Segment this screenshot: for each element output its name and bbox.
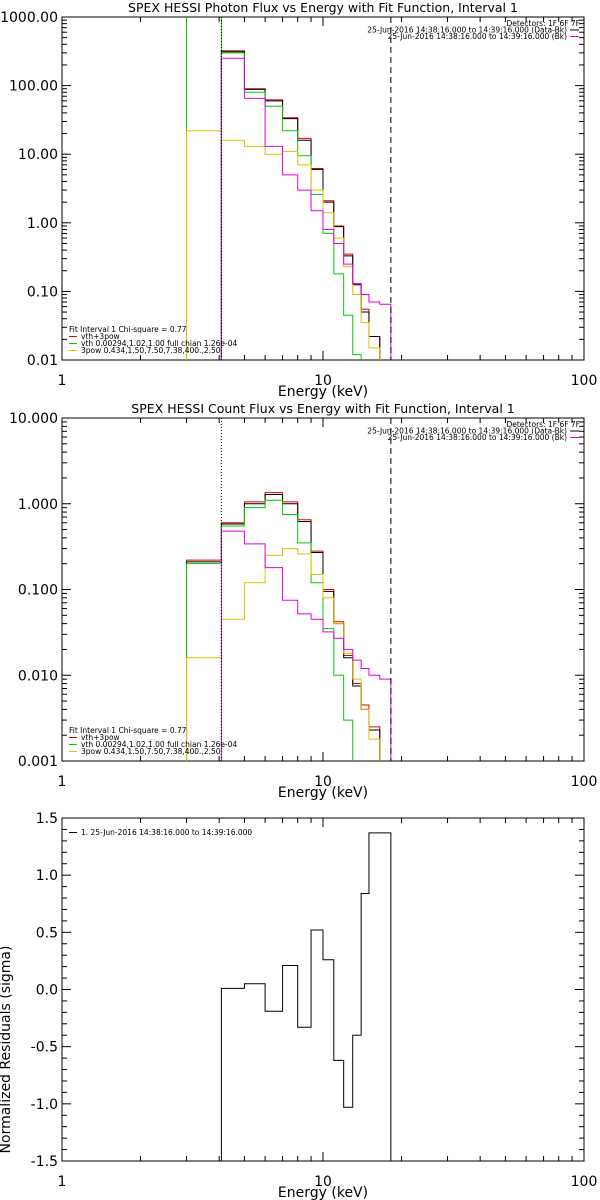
x-tick-label: 1 (58, 373, 67, 389)
legend-label: vth+3pow (81, 332, 120, 341)
legend-label: vth 0.00294,1.02,1.00 full chian 1.26e-0… (81, 339, 238, 348)
info-interval-label: 25-Jun-2016 14:38:16.000 to 14:39:16.000… (367, 427, 567, 436)
x-tick-label: 1 (58, 774, 67, 790)
legend-label: vth+3pow (81, 733, 120, 742)
x-tick-label: 100 (571, 774, 598, 790)
info-interval-label: 25-Jun-2016 14:38:16.000 to 14:39:16.000… (388, 433, 567, 442)
y-tick-label: 1.0 (36, 868, 58, 884)
legend-label: 3pow 0.434,1.50,7.50,7.38,400.,2.50 (81, 346, 221, 355)
chart-1: 1 10 100 0.01 0.10 1.00 10.00 100.00 1000.00 SPEX… (0, 0, 597, 400)
x-axis-label: Energy (keV) (278, 1185, 368, 1200)
y-tick-label: 0.0 (36, 983, 58, 999)
y-tick-label: 0.001 (18, 754, 58, 770)
x-tick-label: 100 (571, 373, 598, 389)
y-tick-label: 1.00 (27, 216, 58, 232)
legend-label: 3pow 0.434,1.50,7.50,7.38,400.,2.50 (81, 747, 221, 756)
legend-label: 1. 25-Jun-2016 14:38:16.000 to 14:39:16.… (81, 828, 252, 837)
plot-area (186, 17, 392, 360)
y-tick-label: 100.00 (9, 79, 58, 95)
y-tick-label: 10.00 (18, 147, 58, 163)
y-tick-label: 1.5 (36, 811, 58, 827)
chart-title: SPEX HESSI Photon Flux vs Energy with Fi… (128, 0, 518, 15)
legend-header: Fit Interval 1 Chi-square = 0.77 (69, 325, 187, 334)
y-tick-label: -1.5 (31, 1154, 58, 1170)
legend: Fit Interval 1 Chi-square = 0.77vth+3pow… (69, 726, 238, 756)
series-5-steps (220, 530, 392, 761)
detectors-label: Detectors: 1F 6F 7F (506, 19, 580, 28)
plot-frame (61, 817, 585, 1162)
legend-header: Fit Interval 1 Chi-square = 0.77 (69, 726, 187, 735)
plot-area (220, 832, 392, 1161)
chart-title: SPEX HESSI Count Flux vs Energy with Fit… (131, 401, 514, 416)
x-tick-label: 10 (314, 373, 332, 389)
y-tick-label: -0.5 (31, 1040, 58, 1056)
x-tick-label: 1 (58, 1174, 67, 1190)
series-3-steps (186, 499, 354, 761)
y-tick-label: 0.010 (18, 668, 58, 684)
y-tick-label: 0.10 (27, 284, 58, 300)
y-tick-label: 1000.00 (0, 10, 58, 26)
series-4-steps (186, 130, 381, 360)
y-tick-label: 0.100 (18, 583, 58, 599)
info-interval-label: 25-Jun-2016 14:38:16.000 to 14:39:16.000… (367, 26, 567, 35)
legend-label: vth 0.00294,1.02,1.00 full chian 1.26e-0… (81, 740, 238, 749)
x-tick-label: 10 (314, 1174, 332, 1190)
plot-area (186, 418, 392, 761)
x-axis-label: Energy (keV) (278, 785, 368, 801)
chart-2: 1 10 100 0.001 0.010 0.100 1.000 10.000 SPEX HES… (9, 401, 597, 801)
x-axis-label: Energy (keV) (278, 384, 368, 400)
x-tick-label: 10 (314, 774, 332, 790)
y-tick-label: 0.01 (27, 353, 58, 369)
series-2-steps (186, 494, 381, 761)
y-tick-label: 1.000 (18, 497, 58, 513)
legend: 1. 25-Jun-2016 14:38:16.000 to 14:39:16.… (69, 828, 252, 837)
y-axis-label: Normalized Residuals (sigma) (0, 946, 14, 1154)
y-tick-label: 0.5 (36, 925, 58, 941)
chart-3: 1 10 100 -1.5 -1.0 -0.5 0.0 0.5 1.0 1.5 Energy (ke… (0, 811, 597, 1200)
x-tick-label: 100 (571, 1174, 598, 1190)
legend: Fit Interval 1 Chi-square = 0.77vth+3pow… (69, 325, 238, 355)
detectors-label: Detectors: 1F 6F 7F (506, 420, 580, 429)
series-1-steps (186, 492, 381, 761)
y-tick-label: 10.000 (9, 411, 58, 427)
series-3-steps (220, 52, 362, 360)
y-tick-label: -1.0 (31, 1097, 58, 1113)
series-4-steps (186, 548, 381, 761)
series-5-steps (220, 57, 392, 360)
info-interval-label: 25-Jun-2016 14:38:16.000 to 14:39:16.000… (388, 32, 567, 41)
series-1-steps (220, 832, 392, 1161)
